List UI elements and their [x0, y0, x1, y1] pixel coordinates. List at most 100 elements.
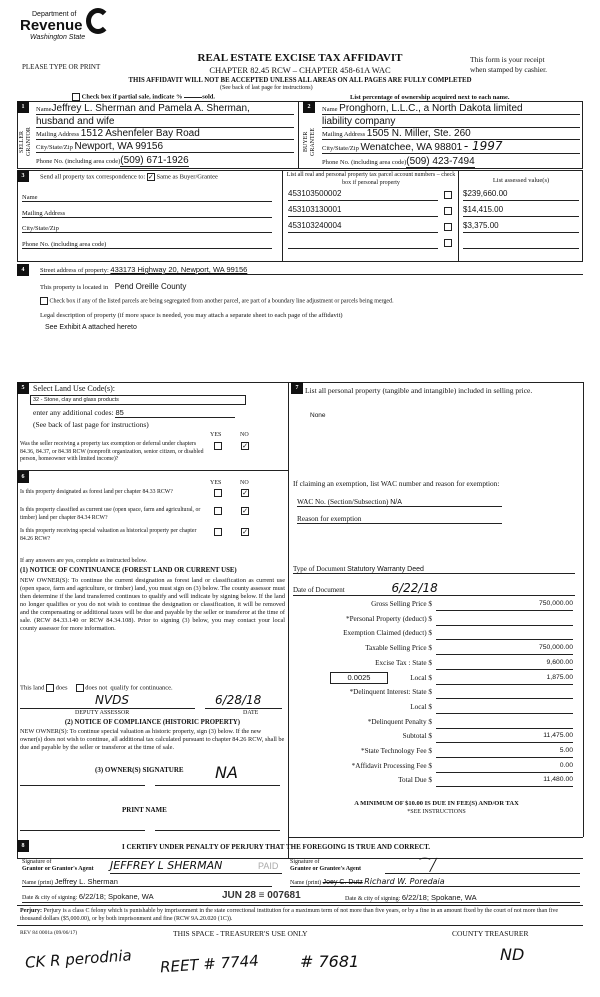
- wac-field[interactable]: N/A: [390, 499, 402, 506]
- same-as-buyer-checkbox[interactable]: ✓: [146, 173, 155, 181]
- buyer-address-field[interactable]: 1505 N. Miller, Ste. 260: [366, 128, 471, 139]
- fee-label: *Delinquent Interest: State $: [349, 688, 432, 697]
- partial-sale-checkbox[interactable]: [72, 93, 80, 101]
- section-6-yes-checkbox[interactable]: [214, 528, 222, 536]
- section-3-badge: 3: [17, 170, 29, 182]
- grantor-signature[interactable]: JEFFREY L SHERMAN: [110, 859, 223, 872]
- fee-value-field[interactable]: 750,000.00: [436, 644, 573, 656]
- buyer-city-field[interactable]: Wenatchee, WA 98801: [360, 142, 463, 153]
- seller-name-field[interactable]: Jeffrey L. Sherman and Pamela A. Sherman…: [51, 103, 250, 114]
- document-date-field[interactable]: 6/22/18: [391, 581, 438, 595]
- section-6-yes-checkbox[interactable]: [214, 489, 222, 497]
- seller-phone-field[interactable]: (509) 671-1926: [120, 155, 189, 167]
- section-5-badge: 5: [17, 382, 29, 394]
- parcel-number-field[interactable]: 453103240004: [288, 221, 438, 233]
- fee-value-field[interactable]: [436, 688, 573, 700]
- seller-address-field[interactable]: 1512 Ashenfeler Bay Road: [80, 128, 200, 139]
- label: Type of Document: [293, 565, 346, 573]
- fee-value-field[interactable]: [436, 718, 573, 729]
- correspondence-name-field[interactable]: Name: [22, 194, 272, 202]
- date-label: DATE: [243, 710, 259, 716]
- land-use-label: Select Land Use Code(s):: [33, 384, 115, 393]
- notice-compliance-title: (2) NOTICE OF COMPLIANCE (HISTORIC PROPE…: [64, 719, 241, 726]
- segregated-checkbox[interactable]: [40, 297, 48, 305]
- personal-property-checkbox[interactable]: [444, 191, 452, 199]
- section-6-yes-checkbox[interactable]: [214, 507, 222, 515]
- grantee-name-struck: Joey C. Dutz: [322, 879, 363, 886]
- label: Mailing Address: [36, 131, 80, 138]
- grantee-signature[interactable]: ⁀╱: [420, 858, 437, 872]
- county-field[interactable]: Pend Oreille County: [114, 282, 187, 291]
- buyer-name-line2[interactable]: liability company: [322, 116, 580, 128]
- see-back: (See back of last page for instructions): [33, 420, 149, 429]
- fee-value-field[interactable]: [436, 615, 573, 626]
- grantor-name-field[interactable]: Jeffrey L. Sherman: [54, 877, 118, 886]
- section-6-no-checkbox[interactable]: ✓: [241, 489, 249, 497]
- local-rate-field[interactable]: 0.0025: [330, 672, 388, 684]
- legal-description-field[interactable]: See Exhibit A attached hereto: [45, 324, 137, 331]
- does-not-checkbox[interactable]: [75, 684, 84, 692]
- seller-side-label: SELLER GRANTOR: [19, 127, 32, 157]
- grantee-name-field[interactable]: Richard W. Poredaia: [364, 877, 445, 886]
- personal-property-checkbox[interactable]: [444, 207, 452, 215]
- section-8-badge: 8: [17, 840, 29, 852]
- fee-label: *Affidavit Processing Fee $: [351, 761, 432, 770]
- fee-label: Exemption Claimed (deduct) $: [343, 629, 432, 638]
- fee-value-field[interactable]: 11,475.00: [436, 732, 573, 744]
- fee-value-field[interactable]: 750,000.00: [436, 600, 573, 611]
- parcel-number-field[interactable]: 453103130001: [288, 205, 438, 217]
- assessed-value-field[interactable]: $239,660.00: [463, 189, 579, 201]
- seller-name-line2[interactable]: husband and wife: [36, 116, 294, 128]
- revision-label: REV 84 0001a (09/06/17): [20, 930, 78, 936]
- parcel-header: List all real and personal property tax …: [286, 172, 456, 186]
- partial-label: Check box if partial sale, indicate %: [81, 93, 183, 101]
- warning: THIS AFFIDAVIT WILL NOT BE ACCEPTED UNLE…: [128, 77, 472, 84]
- correspondence-city-field[interactable]: City/State/Zip: [22, 225, 272, 233]
- personal-property-field[interactable]: None: [310, 412, 326, 419]
- exemption-no-checkbox[interactable]: ✓: [241, 442, 249, 450]
- additional-codes-field[interactable]: 85: [115, 408, 236, 418]
- section-6-no-checkbox[interactable]: ✓: [241, 507, 249, 515]
- section-6-no-checkbox[interactable]: ✓: [241, 528, 249, 536]
- exemption-label: If claiming an exemption, list WAC numbe…: [293, 479, 500, 488]
- fee-value-field[interactable]: 0.00: [436, 762, 573, 773]
- exemption-yes-checkbox[interactable]: [214, 442, 222, 450]
- receipt-line: This form is your receipt: [470, 55, 545, 64]
- personal-property-checkbox[interactable]: [444, 223, 452, 231]
- logo-swirl-icon: [86, 8, 110, 34]
- grantor-date-field[interactable]: 6/22/18; Spokane, WA: [78, 892, 154, 901]
- fee-value-field[interactable]: 5.00: [436, 747, 573, 758]
- label: qualify for continuance.: [110, 684, 173, 692]
- logo-text: Revenue: [20, 17, 83, 34]
- correspondence-address-field[interactable]: Mailing Address: [22, 210, 272, 218]
- buyer-phone-field[interactable]: (509) 423-7494: [406, 156, 475, 168]
- parcel-number-field[interactable]: 453103500002: [288, 189, 438, 201]
- buyer-name-field[interactable]: Pronghorn, L.L.C., a North Dakota limite…: [339, 103, 523, 114]
- seller-city-field[interactable]: Newport, WA 99156: [74, 141, 164, 152]
- assessed-value-field[interactable]: [463, 237, 579, 249]
- fee-label: Taxable Selling Price $: [365, 644, 432, 653]
- perjury-label: Perjury:: [20, 908, 42, 914]
- handwritten-initials: ND: [500, 945, 525, 964]
- correspondence-phone-field[interactable]: Phone No. (including area code): [22, 241, 272, 249]
- fee-value-field[interactable]: [436, 629, 573, 641]
- handwritten-note: CK R perodnia: [24, 946, 133, 972]
- parcel-number-field[interactable]: [288, 237, 438, 249]
- fee-value-field[interactable]: 1,875.00: [436, 674, 573, 685]
- grantee-date-field[interactable]: 6/22/18; Spokane, WA: [401, 893, 477, 902]
- logo-text: Department of: [32, 11, 77, 18]
- please-type: PLEASE TYPE OR PRINT: [22, 63, 101, 71]
- assessed-value-field[interactable]: $3,375.00: [463, 221, 579, 233]
- reason-field[interactable]: Reason for exemption: [297, 514, 502, 524]
- fee-value-field[interactable]: 11,480.00: [436, 776, 573, 788]
- document-type-field[interactable]: Statutory Warranty Deed: [347, 566, 424, 573]
- personal-property-checkbox[interactable]: [444, 239, 452, 247]
- see-back: (See back of last page for instructions): [220, 85, 313, 91]
- assessed-value-field[interactable]: $14,415.00: [463, 205, 579, 217]
- land-use-select[interactable]: 32 - Stone, clay and glass products: [30, 395, 246, 405]
- list-pct: List percentage of ownership acquired ne…: [350, 94, 510, 101]
- fee-value-field[interactable]: 9,600.00: [436, 659, 573, 670]
- does-checkbox[interactable]: [46, 684, 54, 692]
- street-address-field[interactable]: 433173 Highway 20, Newport, WA 99156: [110, 265, 248, 274]
- fee-value-field[interactable]: [436, 703, 573, 714]
